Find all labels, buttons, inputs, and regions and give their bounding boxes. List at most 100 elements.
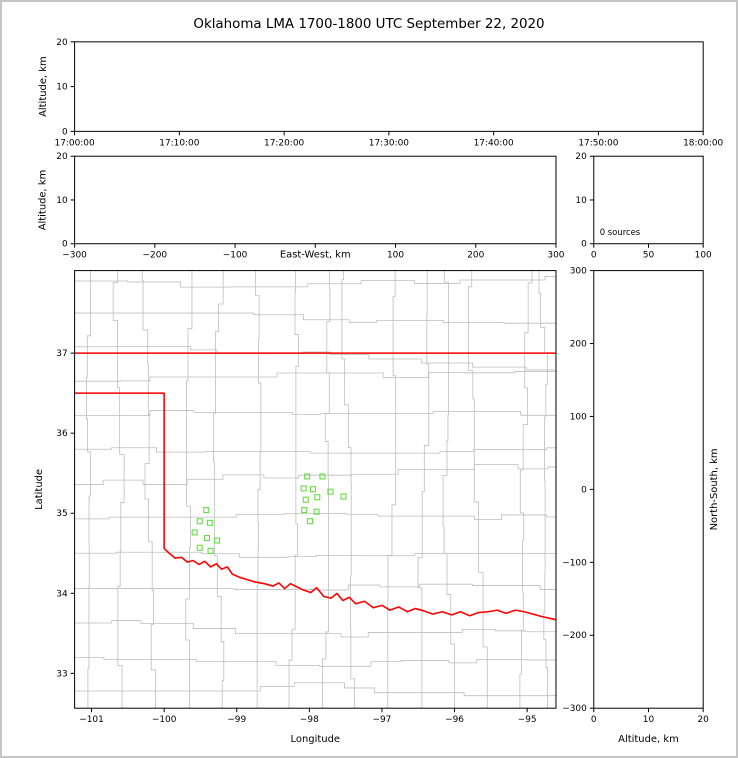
county-line [74,312,556,324]
x-tick-label: −100 [152,715,177,725]
x-tick-label: 17:20:00 [264,138,304,148]
lma-source-marker [301,507,308,514]
y-tick-label: 0 [581,485,587,495]
x-tick-label: 18:00:00 [683,138,723,148]
time-height-ylabel: Altitude, km [38,56,49,117]
lma-source-marker [319,473,326,480]
lma-source-marker [302,496,309,503]
county-line [74,656,556,667]
county-line [74,682,556,697]
lma-source-marker [306,518,314,525]
x-tick-label: 100 [387,251,404,261]
y-tick-label: 36 [56,429,68,439]
ns_height-panel-bg [593,270,704,709]
county-line [255,270,262,709]
y-tick-label: −100 [562,558,587,568]
lma-source-marker [203,534,211,542]
lma-source-marker [196,544,203,551]
y-tick-label: 0 [62,240,68,250]
county-line [74,464,556,485]
y-tick-label: 10 [56,83,68,93]
county-line [185,270,193,709]
y-tick-label: 33 [56,669,67,679]
county-line [322,270,331,709]
x-tick-label: 17:40:00 [474,138,514,148]
lma-source-marker [203,507,210,514]
county-line [141,270,156,709]
x-tick-label: 200 [467,251,484,261]
time_height-panel-bg [74,41,704,132]
x-tick-label: −96 [445,715,464,725]
x-tick-label: 0 [591,715,597,725]
map-frame [74,270,557,709]
county-line [74,583,556,591]
x-tick-label: 17:00:00 [55,138,95,148]
x-tick-label: 10 [643,715,655,725]
map-xlabel: Longitude [291,734,340,745]
map-layers [74,270,556,709]
y-tick-label: 20 [56,38,68,48]
x-tick-label: −200 [143,251,168,261]
county-line [112,270,125,709]
x-tick-label: 20 [697,715,709,725]
lma-source-marker [191,529,198,536]
alt_hist-panel-bg [593,156,704,244]
x-tick-label: −101 [79,715,104,725]
figure-title: Oklahoma LMA 1700-1800 UTC September 22,… [193,17,544,32]
lma-source-marker [214,537,221,544]
county-line [86,270,92,709]
ns-height-xlabel: Altitude, km [618,734,679,745]
y-tick-label: 35 [56,509,67,519]
x-tick-label: 17:30:00 [369,138,409,148]
county-line [74,276,556,288]
map-ylabel: Latitude [34,469,45,510]
x-tick-label: 17:50:00 [578,138,618,148]
county-line [213,270,225,709]
x-tick-label: −100 [223,251,248,261]
county-line [74,620,556,638]
x-tick-label: 50 [643,251,655,261]
x-tick-label: 0 [591,251,597,261]
lma-source-marker [206,519,213,526]
lma-source-marker [207,547,214,554]
county-line [74,447,556,454]
sources-count-label: 0 sources [600,227,640,237]
lma-source-marker [304,473,311,480]
county-line [341,270,355,709]
x-tick-label: −300 [62,251,87,261]
ew_height-panel-bg [74,156,556,244]
y-tick-label: 0 [62,127,68,137]
lma-source-marker [196,518,203,525]
x-tick-label: 17:10:00 [159,138,199,148]
y-tick-label: 20 [56,152,68,162]
ew-height-xlabel: East-West, km [280,250,351,261]
x-tick-label: −98 [300,715,319,725]
county-line [74,551,556,558]
county-line [538,270,548,709]
lma-source-marker [313,508,320,515]
state-boundary [74,392,556,621]
y-tick-label: 10 [575,196,587,206]
county-line [74,512,556,521]
x-tick-label: 100 [695,251,712,261]
county-line [417,270,430,709]
county-line [442,270,455,709]
x-tick-label: −97 [373,715,392,725]
y-tick-label: 100 [570,412,587,422]
y-tick-label: 200 [570,340,587,350]
ns-height-ylabel: North-South, km [709,448,720,530]
lma-source-marker [314,494,321,501]
lma-source-marker [327,488,334,495]
x-tick-label: −99 [227,715,246,725]
ew-height-ylabel: Altitude, km [38,170,49,231]
y-tick-label: 37 [56,349,67,359]
y-tick-label: −300 [562,704,587,714]
lma-source-marker [340,493,347,500]
y-tick-label: 34 [56,589,68,599]
y-tick-label: 300 [570,267,587,277]
county-line [467,270,488,709]
county-line [74,345,556,371]
county-line [74,410,556,416]
